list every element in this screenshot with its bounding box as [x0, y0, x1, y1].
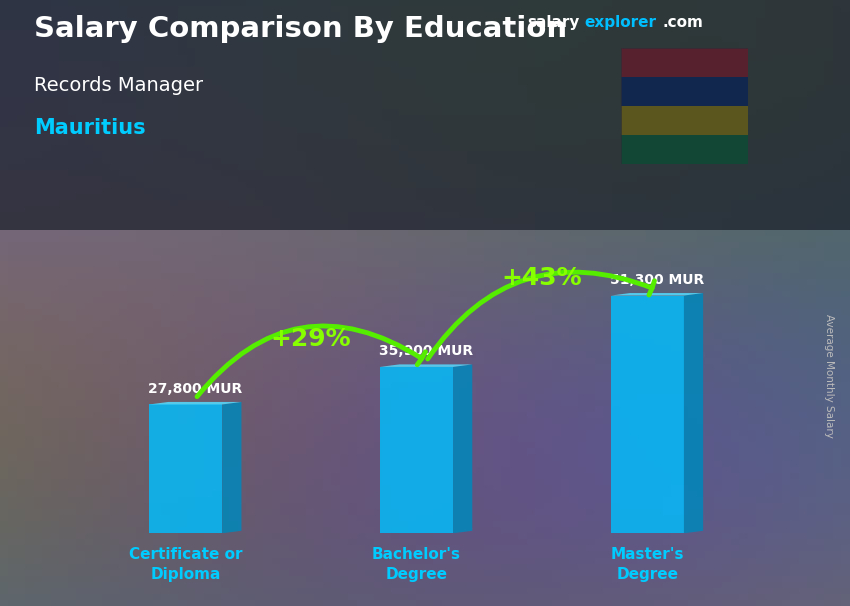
Text: Salary Comparison By Education: Salary Comparison By Education [34, 15, 567, 43]
Text: +43%: +43% [502, 266, 582, 290]
Bar [620, 48, 748, 77]
Polygon shape [453, 364, 473, 533]
Bar [620, 77, 748, 106]
FancyBboxPatch shape [611, 296, 684, 533]
Text: salary: salary [527, 15, 580, 30]
Bar [620, 135, 748, 164]
Text: Mauritius: Mauritius [34, 118, 145, 138]
Text: .com: .com [663, 15, 704, 30]
FancyBboxPatch shape [149, 404, 222, 533]
Text: Records Manager: Records Manager [34, 76, 203, 95]
Polygon shape [222, 402, 241, 533]
Text: explorer: explorer [585, 15, 657, 30]
Bar [620, 106, 748, 135]
Text: 51,300 MUR: 51,300 MUR [609, 273, 704, 287]
Polygon shape [149, 402, 241, 404]
Polygon shape [380, 364, 473, 367]
Polygon shape [611, 293, 703, 296]
Text: Average Monthly Salary: Average Monthly Salary [824, 314, 834, 438]
Text: 27,800 MUR: 27,800 MUR [148, 382, 242, 396]
Text: 35,900 MUR: 35,900 MUR [379, 344, 473, 358]
Polygon shape [684, 293, 703, 533]
FancyBboxPatch shape [380, 367, 453, 533]
Text: +29%: +29% [270, 327, 351, 351]
